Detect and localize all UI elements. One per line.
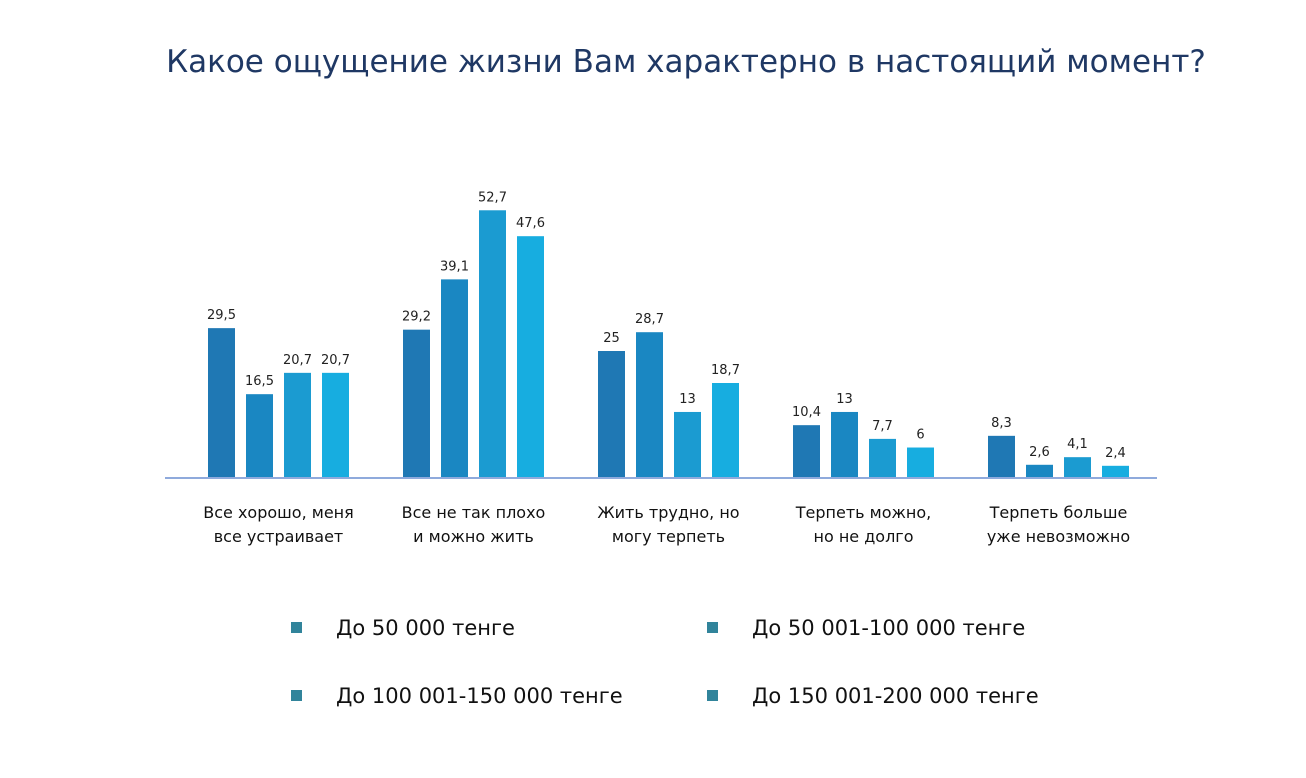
bar-2-1 (403, 329, 430, 478)
bar-3-1 (598, 351, 625, 478)
legend-marker-1 (291, 622, 302, 633)
bar-1-3 (284, 372, 311, 478)
category-label-2-line-1: Все не так плохо (402, 503, 546, 522)
legend-label-1: До 50 000 тенге (336, 616, 515, 640)
value-label-4-2: 13 (836, 392, 853, 407)
bar-2-3 (479, 210, 506, 478)
category-label-3-line-1: Жить трудно, но (597, 503, 739, 522)
value-label-2-3: 52,7 (478, 190, 507, 205)
bar-4-3 (869, 438, 896, 478)
value-label-4-3: 7,7 (872, 419, 893, 434)
value-label-3-1: 25 (603, 331, 620, 346)
bar-1-1 (208, 328, 235, 478)
legend-label-4: До 150 001-200 000 тенге (752, 684, 1039, 708)
bars-layer (208, 210, 1129, 478)
value-label-2-2: 39,1 (440, 259, 469, 274)
value-labels-layer: 29,5 16,5 20,7 20,7 29,2 39,1 52,7 47,6 25 28,7 13… (207, 190, 1126, 461)
value-label-1-1: 29,5 (207, 308, 236, 323)
value-label-2-1: 29,2 (402, 310, 431, 325)
bar-1-2 (246, 394, 273, 478)
category-label-3-line-2: могу терпеть (612, 527, 725, 546)
category-label-4-line-1: Терпеть можно, (795, 503, 932, 522)
legend-label-3: До 100 001-150 000 тенге (336, 684, 623, 708)
value-label-5-2: 2,6 (1029, 445, 1050, 460)
value-label-5-3: 4,1 (1067, 437, 1088, 452)
legend-label-2: До 50 001-100 000 тенге (752, 616, 1025, 640)
category-label-4-line-2: но не долго (814, 527, 914, 546)
bar-2-4 (517, 236, 544, 478)
bar-5-3 (1064, 457, 1091, 478)
legend: До 50 000 тенге До 50 001-100 000 тенге До… (291, 616, 1039, 708)
bar-2-2 (441, 279, 468, 478)
value-label-3-3: 13 (679, 392, 696, 407)
bar-3-2 (636, 332, 663, 478)
category-label-1-line-2: все устраивает (214, 527, 344, 546)
bar-4-2 (831, 411, 858, 478)
value-label-4-1: 10,4 (792, 405, 821, 420)
category-labels-layer: Все хорошо, меня все устраивает Все не так… (203, 503, 1130, 546)
bar-5-1 (988, 435, 1015, 478)
value-label-2-4: 47,6 (516, 216, 545, 231)
bar-4-1 (793, 425, 820, 478)
value-label-1-2: 16,5 (245, 374, 274, 389)
legend-marker-3 (291, 690, 302, 701)
bar-3-3 (674, 411, 701, 478)
bar-3-4 (712, 383, 739, 478)
value-label-1-4: 20,7 (321, 353, 350, 368)
value-label-1-3: 20,7 (283, 353, 312, 368)
bar-4-4 (907, 447, 934, 478)
legend-marker-2 (707, 622, 718, 633)
category-label-2-line-2: и можно жить (413, 527, 534, 546)
value-label-4-4: 6 (916, 428, 924, 443)
category-label-5-line-2: уже невозможно (987, 527, 1130, 546)
chart-title: Какое ощущение жизни Вам характерно в на… (166, 44, 1206, 80)
value-label-3-4: 18,7 (711, 363, 740, 378)
legend-marker-4 (707, 690, 718, 701)
value-label-3-2: 28,7 (635, 312, 664, 327)
bar-5-2 (1026, 464, 1053, 478)
value-label-5-4: 2,4 (1105, 446, 1126, 461)
value-label-5-1: 8,3 (991, 416, 1012, 431)
category-label-1-line-1: Все хорошо, меня (203, 503, 354, 522)
bar-1-4 (322, 372, 349, 478)
bar-5-4 (1102, 465, 1129, 478)
category-label-5-line-1: Терпеть больше (989, 503, 1128, 522)
